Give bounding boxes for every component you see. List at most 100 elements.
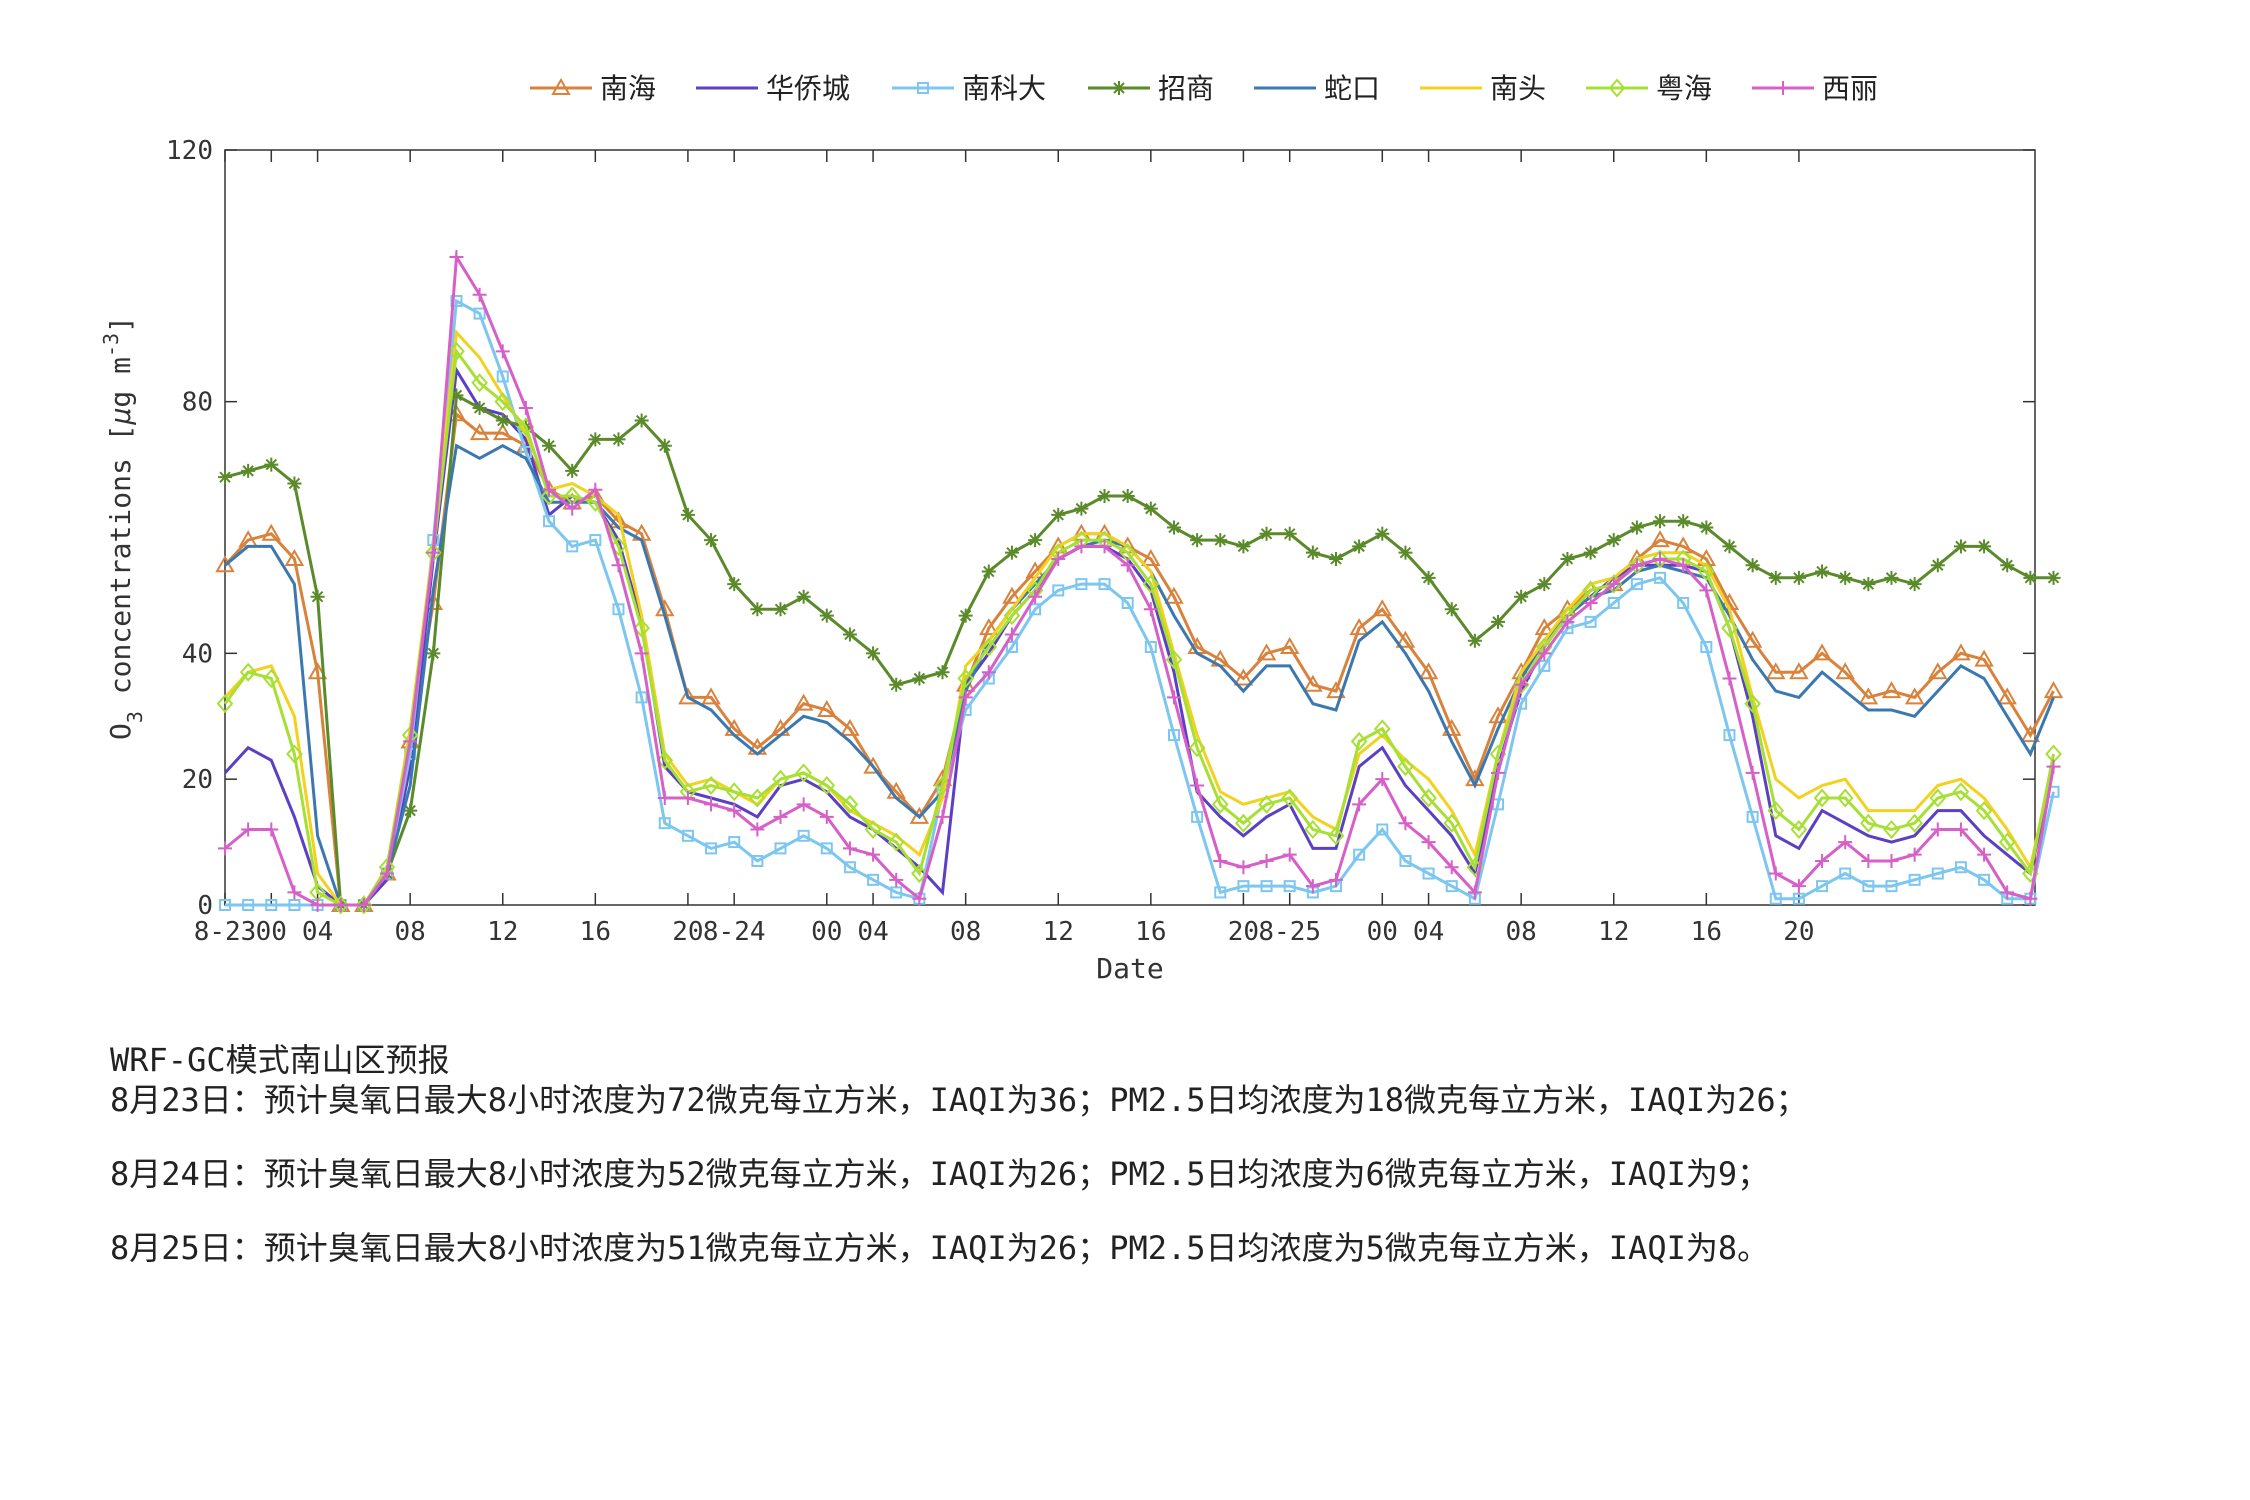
data-point bbox=[1654, 571, 1667, 584]
data-point bbox=[1003, 606, 1021, 626]
data-point bbox=[1422, 867, 1435, 880]
legend-label: 招商 bbox=[1158, 72, 1214, 105]
data-point bbox=[1815, 564, 1830, 579]
data-point bbox=[2046, 570, 2061, 585]
data-point bbox=[1260, 880, 1273, 893]
data-point bbox=[1629, 520, 1644, 535]
data-point bbox=[1537, 646, 1552, 661]
data-point bbox=[1467, 633, 1482, 648]
data-point bbox=[1931, 867, 1944, 880]
data-point bbox=[1790, 819, 1808, 840]
series-7 bbox=[218, 249, 2061, 912]
y-axis-label: O3 concentrations [μg m-3] bbox=[99, 316, 147, 740]
data-point bbox=[1534, 618, 1555, 636]
ylabel-sup: -3 bbox=[99, 333, 123, 357]
data-point bbox=[702, 775, 720, 795]
data-point bbox=[1098, 578, 1111, 591]
data-point bbox=[2000, 885, 2015, 900]
data-point bbox=[935, 665, 950, 680]
data-point bbox=[1954, 861, 1967, 874]
data-point bbox=[1789, 662, 1809, 680]
series-line bbox=[223, 347, 2055, 907]
data-point bbox=[1142, 574, 1160, 594]
data-point bbox=[1769, 892, 1782, 905]
data-point bbox=[1722, 671, 1737, 686]
data-point bbox=[610, 536, 627, 556]
x-tick-label: 16 bbox=[1691, 917, 1722, 947]
data-point bbox=[333, 898, 348, 912]
data-point bbox=[1213, 533, 1228, 548]
ylabel-end: ] bbox=[104, 316, 137, 333]
data-point bbox=[1305, 879, 1320, 894]
data-point bbox=[216, 694, 234, 714]
x-tick-label: 04 bbox=[302, 917, 333, 947]
legend-item-7: 西丽 bbox=[1752, 72, 1878, 105]
data-point bbox=[264, 822, 279, 837]
data-point bbox=[1421, 835, 1436, 850]
data-point bbox=[958, 608, 973, 623]
data-point bbox=[1812, 643, 1832, 661]
data-point bbox=[426, 646, 441, 661]
data-point bbox=[1861, 577, 1876, 592]
data-point bbox=[2043, 681, 2064, 699]
data-point bbox=[1445, 880, 1458, 893]
data-point bbox=[934, 775, 951, 795]
data-point bbox=[958, 690, 973, 705]
legend-label: 粤海 bbox=[1656, 72, 1712, 105]
data-point bbox=[1977, 539, 1992, 554]
x-tick-label: 8-23 bbox=[194, 917, 257, 947]
data-point bbox=[635, 691, 648, 704]
data-point bbox=[1858, 687, 1879, 705]
data-point bbox=[1397, 757, 1414, 777]
data-point bbox=[1951, 643, 1971, 661]
data-point bbox=[1283, 880, 1296, 893]
series-line bbox=[223, 365, 2055, 907]
data-point bbox=[1350, 731, 1368, 751]
data-point bbox=[588, 432, 603, 447]
legend-item-1: 华侨城 bbox=[696, 72, 850, 105]
data-point bbox=[356, 898, 371, 912]
data-point bbox=[1166, 690, 1181, 705]
data-point bbox=[1398, 816, 1413, 831]
data-point bbox=[751, 854, 764, 867]
data-point bbox=[1676, 514, 1691, 529]
data-point bbox=[1606, 533, 1621, 548]
data-point bbox=[1074, 501, 1089, 516]
x-tick-label: 04 bbox=[857, 917, 888, 947]
data-point bbox=[241, 463, 256, 478]
data-point bbox=[1699, 583, 1714, 598]
data-point bbox=[817, 699, 837, 717]
data-point bbox=[218, 470, 232, 485]
data-point bbox=[284, 548, 305, 566]
data-point bbox=[1190, 778, 1205, 793]
data-point bbox=[1606, 577, 1621, 592]
data-point bbox=[469, 423, 490, 441]
legend-item-0: 南海 bbox=[530, 72, 656, 105]
series-1 bbox=[223, 365, 2055, 907]
data-point bbox=[2000, 558, 2015, 573]
ylabel-unit: g m bbox=[104, 357, 137, 408]
data-point bbox=[1237, 880, 1250, 893]
data-point bbox=[867, 873, 880, 886]
data-point bbox=[1816, 880, 1829, 893]
data-point bbox=[1399, 854, 1412, 867]
data-point bbox=[215, 555, 235, 573]
series-line bbox=[224, 392, 2054, 907]
data-point bbox=[1282, 847, 1297, 862]
data-point bbox=[1838, 835, 1853, 850]
data-point bbox=[979, 618, 999, 636]
data-point bbox=[1904, 687, 1925, 705]
note-line-0825: 8月25日：预计臭氧日最大8小时浓度为51微克每立方米，IAQI为26；PM2.… bbox=[110, 1229, 1770, 1267]
data-point bbox=[840, 718, 860, 736]
data-point bbox=[1629, 558, 1644, 573]
data-point bbox=[1213, 853, 1228, 868]
data-point bbox=[1214, 886, 1227, 899]
data-point bbox=[1881, 681, 1902, 699]
data-point bbox=[1677, 597, 1690, 609]
data-point bbox=[1075, 578, 1088, 591]
data-point bbox=[1352, 539, 1367, 554]
legend-label: 南科大 bbox=[962, 72, 1046, 105]
data-point bbox=[819, 608, 834, 623]
data-point bbox=[542, 482, 557, 497]
forecast-notes: WRF-GC模式南山区预报 8月23日：预计臭氧日最大8小时浓度为72微克每立方… bbox=[110, 1040, 2210, 1302]
